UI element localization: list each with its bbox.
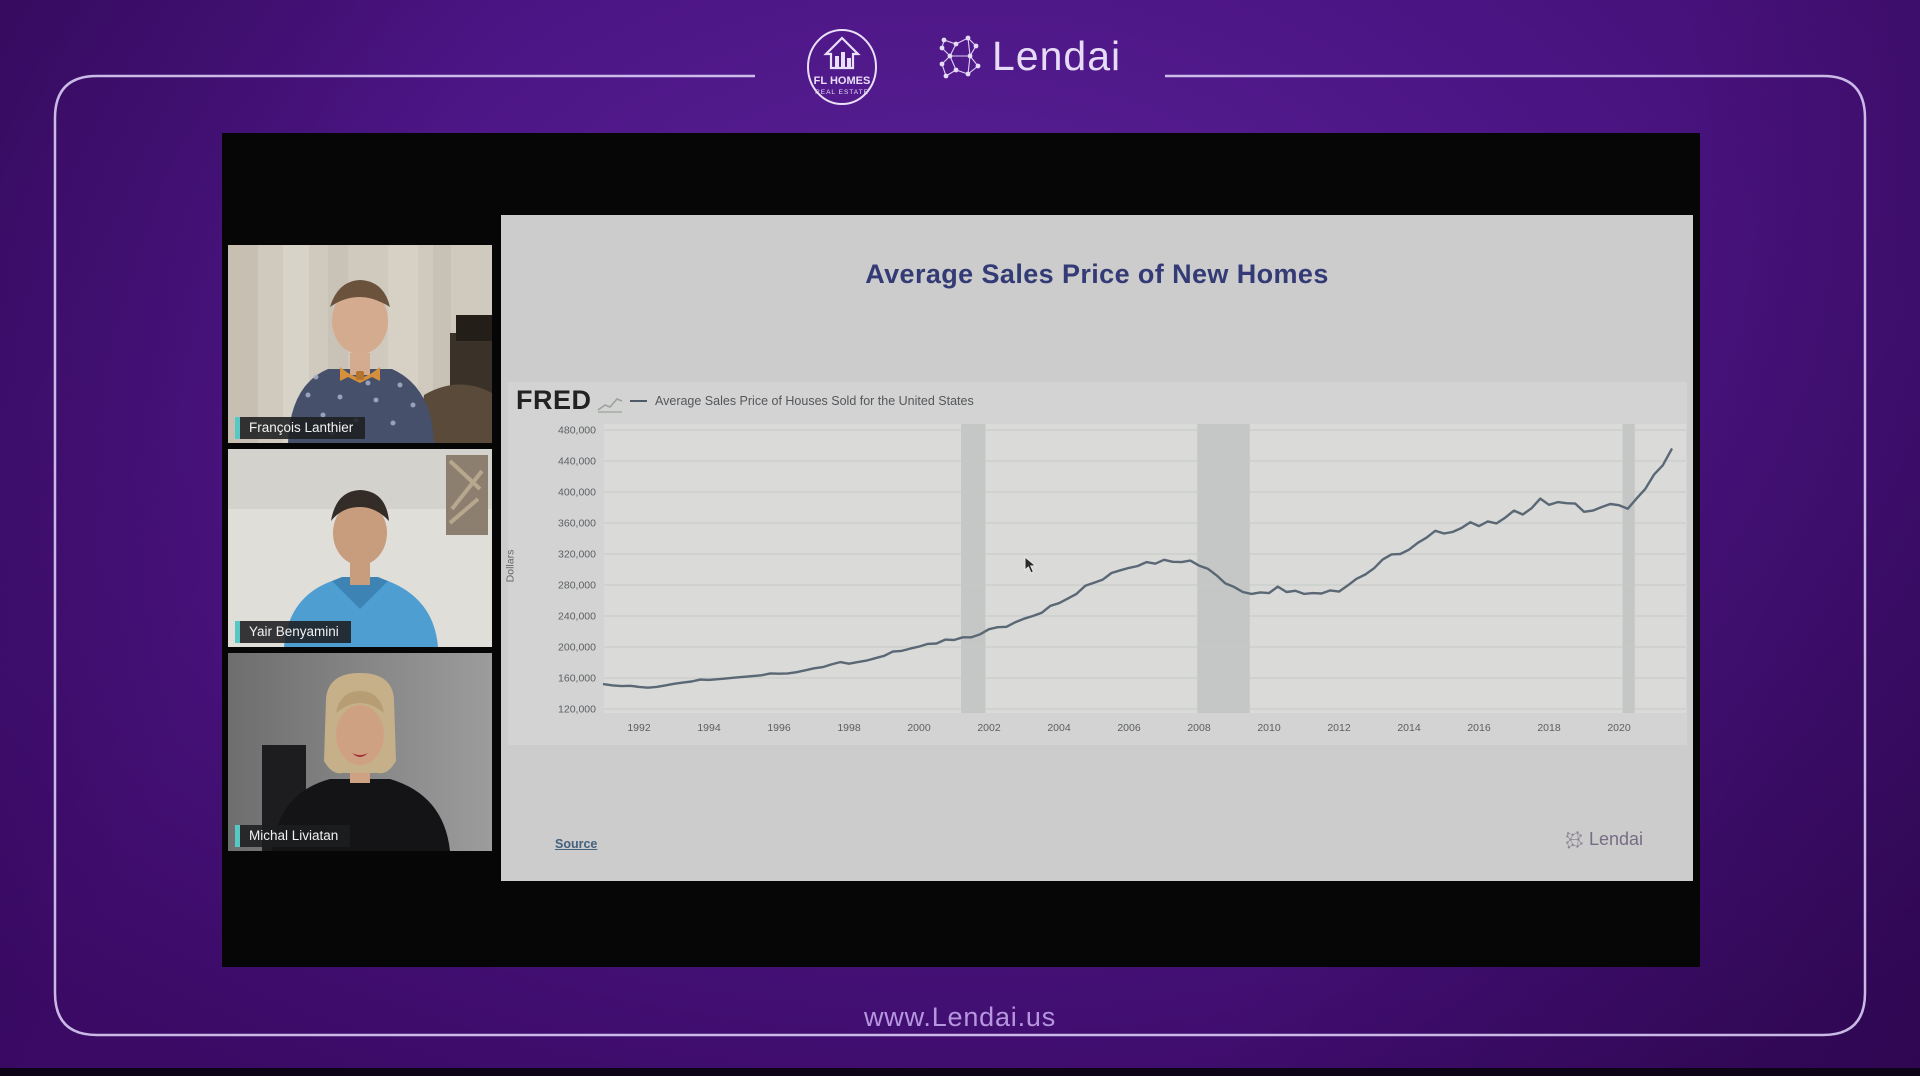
source-link[interactable]: Source <box>555 837 598 851</box>
svg-text:2020: 2020 <box>1607 722 1631 734</box>
name-accent-bar <box>235 417 240 439</box>
fl-homes-text: FL HOMES <box>814 75 871 87</box>
participant-tile: François Lanthier <box>228 245 492 443</box>
svg-text:2002: 2002 <box>977 722 1001 734</box>
participant-name-label: Michal Liviatan <box>235 825 351 847</box>
footer-url: www.Lendai.us <box>863 1002 1056 1032</box>
lendai-network-icon <box>939 35 981 79</box>
participant-name: Yair Benyamini <box>240 621 351 643</box>
svg-text:280,000: 280,000 <box>558 580 596 592</box>
svg-text:200,000: 200,000 <box>558 642 596 654</box>
participant-name-label: Yair Benyamini <box>235 621 351 643</box>
fred-logo: FRED <box>516 385 623 416</box>
svg-text:2018: 2018 <box>1537 722 1561 734</box>
name-accent-bar <box>235 825 240 847</box>
participant-name: Michal Liviatan <box>240 825 351 847</box>
fl-homes-icon: FL HOMES REAL ESTATE <box>807 29 877 105</box>
svg-text:240,000: 240,000 <box>558 611 596 623</box>
lendai-slide-logo: Lendai <box>1565 829 1643 850</box>
svg-text:2006: 2006 <box>1117 722 1141 734</box>
chart-legend: Average Sales Price of Houses Sold for t… <box>630 394 974 408</box>
svg-text:2004: 2004 <box>1047 722 1071 734</box>
fred-logo-text: FRED <box>516 385 592 415</box>
name-accent-bar <box>235 621 240 643</box>
svg-text:2012: 2012 <box>1327 722 1351 734</box>
bottom-letterbox <box>0 1068 1920 1076</box>
svg-text:2000: 2000 <box>907 722 931 734</box>
svg-text:2010: 2010 <box>1257 722 1281 734</box>
legend-line-swatch <box>630 400 647 402</box>
participant-video-michal <box>228 653 492 851</box>
svg-text:360,000: 360,000 <box>558 518 596 530</box>
slide-title: Average Sales Price of New Homes <box>865 259 1329 289</box>
mouse-cursor-icon <box>1024 556 1037 574</box>
presentation-slide: Average Sales Price of New Homes FRED Av… <box>501 215 1693 881</box>
svg-text:400,000: 400,000 <box>558 487 596 499</box>
svg-text:1996: 1996 <box>767 722 791 734</box>
participant-video-francois <box>228 245 492 443</box>
participant-tile: Yair Benyamini <box>228 449 492 647</box>
participant-name-label: François Lanthier <box>235 417 366 439</box>
participant-name: François Lanthier <box>240 417 366 439</box>
svg-text:2016: 2016 <box>1467 722 1491 734</box>
svg-text:1994: 1994 <box>697 722 721 734</box>
lendai-network-icon-small <box>1566 831 1583 849</box>
svg-text:160,000: 160,000 <box>558 673 596 685</box>
svg-text:1992: 1992 <box>627 722 651 734</box>
svg-text:320,000: 320,000 <box>558 549 596 561</box>
svg-text:440,000: 440,000 <box>558 456 596 468</box>
legend-label: Average Sales Price of Houses Sold for t… <box>655 394 974 408</box>
lendai-slide-wordmark: Lendai <box>1588 829 1643 849</box>
fred-logo-chart-icon <box>597 397 622 413</box>
fl-homes-subtext: REAL ESTATE <box>815 89 869 96</box>
fred-line-chart: 480,000 440,000 400,000 360,000 320,000 280,0… <box>558 424 1686 734</box>
lendai-header-logo: Lendai <box>936 30 1121 82</box>
participant-tile: Michal Liviatan <box>228 653 492 851</box>
fred-chart-widget: FRED Average Sales Price of Houses Sold … <box>504 382 1687 745</box>
svg-text:480,000: 480,000 <box>558 425 596 437</box>
video-stage: François Lanthier Yair Benyamini <box>222 133 1700 967</box>
svg-text:2008: 2008 <box>1187 722 1211 734</box>
lendai-wordmark: Lendai <box>992 32 1122 79</box>
svg-text:120,000: 120,000 <box>558 704 596 716</box>
fl-homes-logo: FL HOMES REAL ESTATE <box>806 28 878 106</box>
svg-text:1998: 1998 <box>837 722 861 734</box>
svg-text:2014: 2014 <box>1397 722 1421 734</box>
